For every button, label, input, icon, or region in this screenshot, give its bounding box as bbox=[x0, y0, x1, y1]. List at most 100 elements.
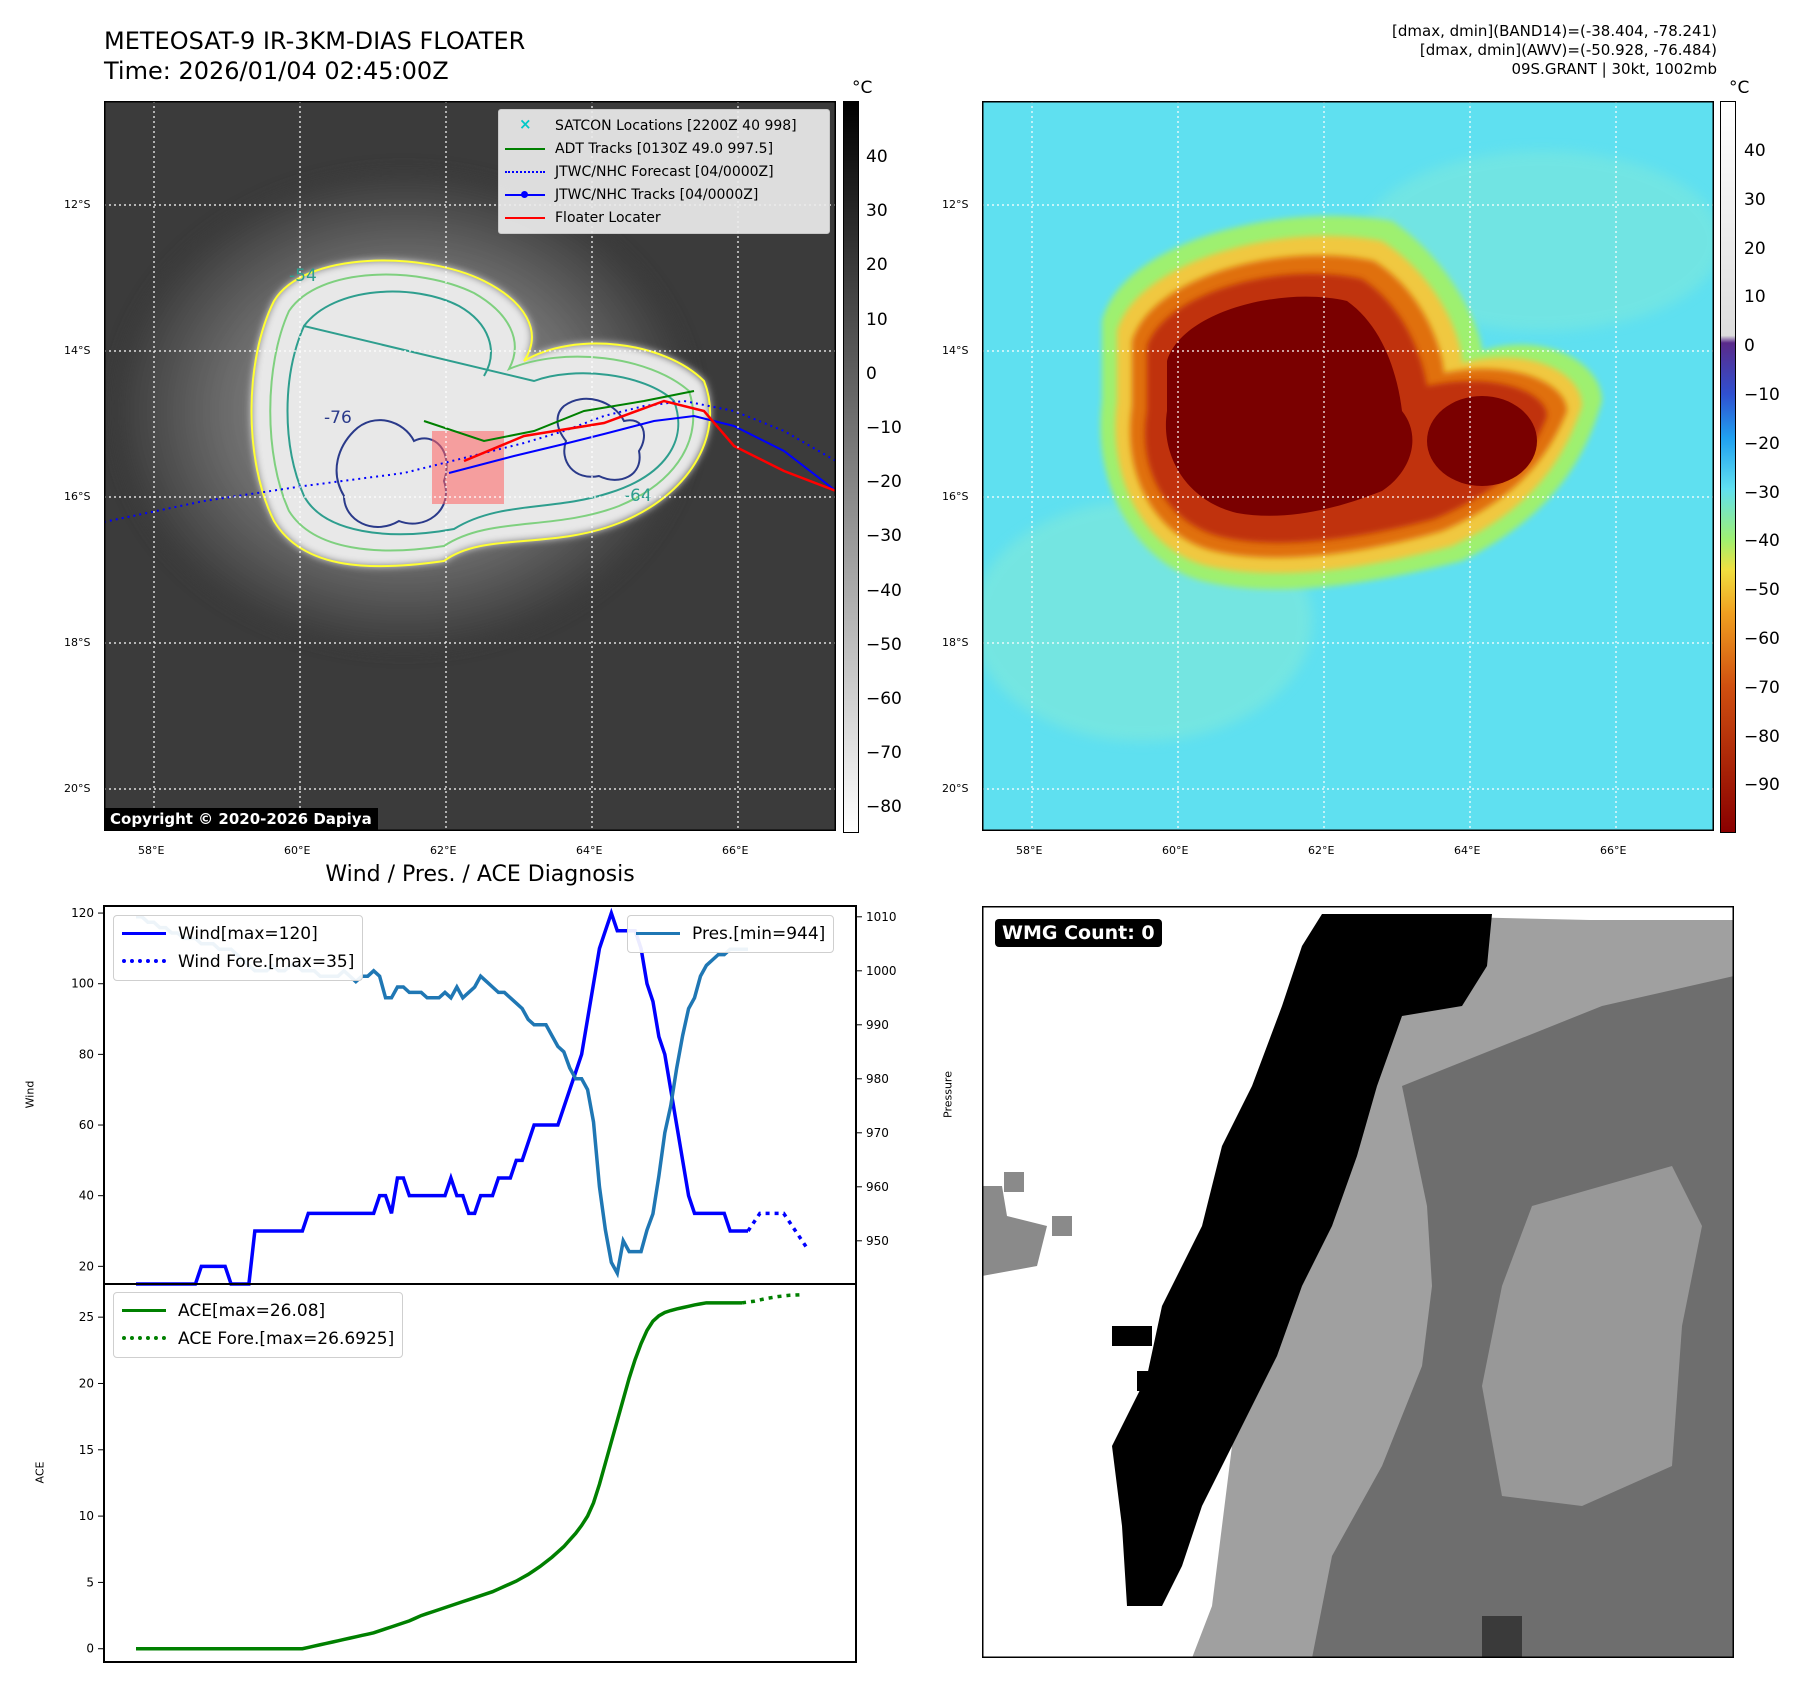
ir-lat-label: 20°S bbox=[64, 782, 91, 795]
storm-info: 09S.GRANT | 30kt, 1002mb bbox=[1511, 60, 1717, 78]
solid-line-icon bbox=[122, 929, 166, 939]
ir-lon-label: 64°E bbox=[576, 844, 603, 857]
colorbar-tick-label: 10 bbox=[1744, 287, 1766, 308]
pressure-axis-label: Pressure bbox=[941, 1071, 955, 1118]
pressure-tick-label: 950 bbox=[866, 1234, 889, 1248]
legend-wind: Wind[max=120] bbox=[122, 920, 354, 948]
awv-lat-label: 14°S bbox=[942, 344, 969, 357]
colorbar-tick-label: −60 bbox=[866, 689, 902, 709]
legend-jtwc-forecast: JTWC/NHC Forecast [04/0000Z] bbox=[505, 160, 823, 183]
wind-tick-label: 100 bbox=[71, 977, 94, 991]
wind-tick-label: 20 bbox=[79, 1259, 94, 1273]
diagnosis-chart: 20 40 60 80 100 120 950 960 970 980 990 1000 1010 0 5… bbox=[71, 905, 897, 1663]
solid-line-icon bbox=[122, 1306, 166, 1316]
dotted-line-icon bbox=[122, 957, 166, 967]
pressure-tick-label: 1000 bbox=[866, 964, 897, 978]
ace-tick-label: 25 bbox=[79, 1310, 94, 1324]
pressure-tick-label: 970 bbox=[866, 1126, 889, 1140]
dotted-line-icon bbox=[122, 1334, 166, 1344]
copyright-badge: Copyright © 2020-2026 Dapiya bbox=[104, 808, 378, 830]
ir-map-panel: -54 -76 -64 × SATCON Locations [2200Z 40 … bbox=[103, 100, 837, 832]
contour-label-54: -54 bbox=[289, 266, 317, 286]
colorbar-tick-label: −60 bbox=[1744, 629, 1780, 649]
colorbar-tick-label: 20 bbox=[866, 255, 888, 276]
pressure-tick-label: 980 bbox=[866, 1072, 889, 1086]
colorbar-tick-label: −70 bbox=[1744, 677, 1780, 698]
ace-series-line-1 bbox=[741, 1292, 802, 1305]
x-marker-icon: × bbox=[519, 114, 532, 133]
ir-lat-label: 14°S bbox=[64, 344, 91, 357]
ir-lat-label: 18°S bbox=[64, 636, 91, 649]
wind-tick-label: 80 bbox=[79, 1047, 94, 1061]
wind-axis-label: Wind bbox=[23, 1080, 37, 1109]
ir-lon-label: 66°E bbox=[722, 844, 749, 857]
ir-colorbar-unit: °C bbox=[852, 78, 873, 98]
legend-pressure: Pres.[min=944] bbox=[636, 920, 825, 948]
colorbar-tick-label: 0 bbox=[1744, 336, 1755, 357]
solid-line-icon bbox=[636, 929, 680, 939]
ace-axis-label: ACE bbox=[33, 1461, 47, 1484]
colorbar-tick-label: −70 bbox=[866, 743, 902, 764]
awv-lat-label: 12°S bbox=[942, 198, 969, 211]
colorbar-tick-label: −40 bbox=[1744, 531, 1780, 552]
colorbar-tick-label: −80 bbox=[866, 797, 902, 818]
colorbar-tick-label: 40 bbox=[866, 147, 888, 167]
colorbar-tick-label: −30 bbox=[866, 526, 902, 547]
map-legend: × SATCON Locations [2200Z 40 998] ADT Tra… bbox=[498, 109, 830, 234]
ir-lon-label: 62°E bbox=[430, 844, 457, 857]
awv-map-panel bbox=[972, 100, 1722, 832]
colorbar-tick-label: 30 bbox=[866, 201, 888, 222]
ir-lon-label: 60°E bbox=[284, 844, 311, 857]
jtwc-track bbox=[448, 414, 837, 492]
wmg-image bbox=[981, 905, 1735, 1659]
legend-wind-fore: Wind Fore.[max=35] bbox=[122, 948, 354, 976]
diagnosis-title: Wind / Pres. / ACE Diagnosis bbox=[325, 862, 635, 887]
awv-colorbar bbox=[1720, 101, 1736, 833]
wmg-panel: WMG Count: 0 bbox=[981, 905, 1735, 1659]
pressure-tick-label: 990 bbox=[866, 1018, 889, 1032]
wind-tick-label: 40 bbox=[79, 1189, 94, 1203]
awv-map bbox=[972, 100, 1722, 832]
legend-satcon: × SATCON Locations [2200Z 40 998] bbox=[505, 114, 823, 137]
awv-gridlines bbox=[982, 101, 1714, 831]
contour-label-64: -64 bbox=[624, 486, 652, 506]
colorbar-tick-label: −90 bbox=[1744, 775, 1780, 796]
colorbar-tick-label: 0 bbox=[866, 363, 877, 384]
colorbar-tick-label: −80 bbox=[1744, 726, 1780, 747]
ir-lat-label: 12°S bbox=[64, 198, 91, 211]
colorbar-tick-label: −50 bbox=[866, 634, 902, 655]
awv-lon-label: 60°E bbox=[1162, 844, 1189, 857]
awv-lon-label: 64°E bbox=[1454, 844, 1481, 857]
series-line-1 bbox=[746, 1211, 809, 1250]
stats-awv: [dmax, dmin](AWV)=(-50.928, -76.484) bbox=[1419, 41, 1717, 59]
dotted-line-icon bbox=[505, 166, 545, 178]
colorbar-tick-label: 30 bbox=[1744, 189, 1766, 210]
stats-header: [dmax, dmin](BAND14)=(-38.404, -78.241) … bbox=[1392, 22, 1717, 79]
colorbar-tick-label: 10 bbox=[866, 309, 888, 330]
line-icon bbox=[505, 212, 545, 224]
legend-jtwc-tracks: JTWC/NHC Tracks [04/0000Z] bbox=[505, 183, 823, 206]
wmg-count-badge: WMG Count: 0 bbox=[995, 919, 1162, 947]
ir-lon-label: 58°E bbox=[138, 844, 165, 857]
pressure-legend: Pres.[min=944] bbox=[627, 915, 835, 953]
pressure-tick-label: 960 bbox=[866, 1180, 889, 1194]
awv-colorbar-unit: °C bbox=[1729, 78, 1750, 98]
legend-ace-fore: ACE Fore.[max=26.6925] bbox=[122, 1325, 394, 1353]
ir-lat-label: 16°S bbox=[64, 490, 91, 503]
wind-tick-label: 60 bbox=[79, 1118, 94, 1132]
colorbar-tick-label: −10 bbox=[866, 418, 902, 438]
ace-tick-label: 10 bbox=[79, 1509, 94, 1523]
colorbar-tick-label: 40 bbox=[1744, 141, 1766, 161]
wind-legend: Wind[max=120] Wind Fore.[max=35] bbox=[113, 915, 364, 981]
floater-track bbox=[463, 399, 837, 493]
legend-floater: Floater Locater bbox=[505, 206, 823, 229]
stats-band14: [dmax, dmin](BAND14)=(-38.404, -78.241) bbox=[1392, 22, 1717, 40]
pressure-tick-label: 1010 bbox=[866, 910, 897, 924]
colorbar-tick-label: −40 bbox=[866, 580, 902, 601]
contour-label-76: -76 bbox=[324, 408, 352, 428]
awv-lat-label: 20°S bbox=[942, 782, 969, 795]
ace-tick-label: 20 bbox=[79, 1376, 94, 1390]
jtwc-forecast-track bbox=[103, 399, 837, 523]
awv-lon-label: 66°E bbox=[1600, 844, 1627, 857]
line-dot-icon bbox=[505, 189, 545, 201]
